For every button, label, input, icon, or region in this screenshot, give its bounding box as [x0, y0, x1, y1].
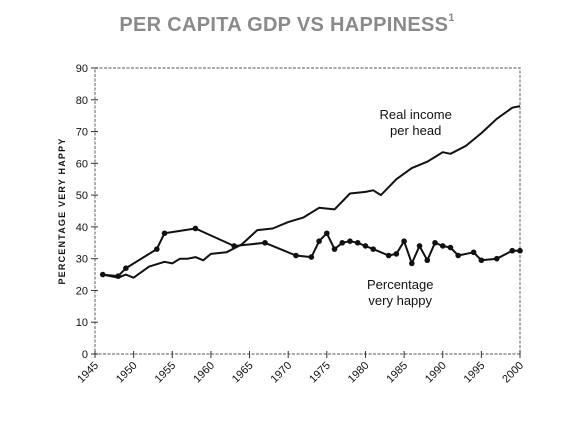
series-point-1 [393, 251, 400, 257]
x-tick-label: 1980 [346, 360, 372, 386]
series-point-1 [424, 257, 431, 264]
x-tick-label: 1960 [191, 360, 217, 386]
x-tick-label: 1995 [462, 360, 488, 386]
series-point-1 [331, 246, 338, 252]
series-point-1 [416, 243, 423, 249]
y-tick-label: 90 [76, 63, 88, 75]
x-tick-label: 2000 [500, 360, 526, 386]
series-point-1 [324, 230, 330, 237]
series-point-1 [401, 238, 407, 244]
x-tick-label: 1970 [269, 360, 295, 386]
chart-title: PER CAPITA GDP VS HAPPINESS1 [0, 12, 574, 37]
chart-title-text: PER CAPITA GDP VS HAPPINESS [119, 14, 449, 36]
series-point-1 [192, 225, 199, 232]
series-point-1 [99, 271, 106, 278]
y-tick-label: 20 [76, 285, 88, 297]
series-point-1 [517, 247, 523, 254]
series-point-1 [115, 273, 121, 279]
series-point-1 [432, 239, 438, 246]
footnote-marker: 1 [448, 12, 455, 25]
series-point-1 [123, 265, 129, 272]
series-point-1 [370, 246, 376, 252]
y-tick-label: 60 [76, 158, 88, 170]
x-tick-label: 1950 [114, 360, 140, 386]
annotation-label: per head [390, 123, 441, 138]
plot-border [94, 67, 521, 355]
series-point-1 [478, 257, 485, 264]
y-tick-label: 50 [76, 190, 88, 202]
series-point-1 [316, 238, 322, 244]
x-tick-label: 1990 [423, 360, 449, 386]
series-point-1 [262, 239, 268, 246]
annotation-label: Real income [380, 107, 452, 122]
series-point-1 [154, 246, 160, 252]
series-point-1 [354, 239, 361, 246]
plot-frame [94, 67, 521, 355]
y-tick-label: 80 [76, 95, 88, 107]
series-point-1 [231, 243, 237, 249]
series-layer [99, 105, 523, 279]
y-tick-label: 10 [76, 317, 88, 329]
series-point-1 [308, 254, 315, 260]
series-point-1 [339, 239, 346, 246]
annotation-label: very happy [368, 293, 432, 308]
x-tick-label: 1955 [153, 360, 179, 386]
series-point-1 [455, 252, 461, 259]
series-point-1 [409, 260, 415, 267]
y-tick-label: 0 [82, 349, 88, 361]
y-tick-label: 40 [76, 222, 88, 234]
series-point-1 [494, 255, 500, 262]
y-tick-label: 30 [76, 254, 88, 266]
y-axis: 0 10 20 30 40 50 60 70 80 90 [76, 63, 98, 361]
series-point-1 [347, 238, 353, 244]
series-point-1 [439, 243, 446, 249]
series-point-1 [385, 252, 392, 259]
x-tick-label: 1945 [75, 360, 101, 386]
series-line-0 [102, 105, 521, 279]
series-point-1 [293, 252, 299, 259]
series-point-1 [161, 230, 168, 237]
x-tick-label: 1975 [307, 360, 333, 386]
y-axis-label: PERCENTAGE VERY HAPPY [57, 137, 67, 284]
series-point-1 [509, 247, 516, 254]
y-tick-label: 70 [76, 127, 88, 139]
x-tick-label: 1985 [384, 360, 410, 386]
x-tick-label: 1965 [230, 360, 256, 386]
x-axis: 1945 1950 1955 1960 1965 1970 1975 1980 1985 1990… [75, 351, 526, 385]
annotation-label: Percentage [367, 277, 434, 292]
series-point-1 [470, 249, 477, 256]
series-point-1 [362, 243, 369, 249]
series-point-1 [447, 244, 454, 251]
